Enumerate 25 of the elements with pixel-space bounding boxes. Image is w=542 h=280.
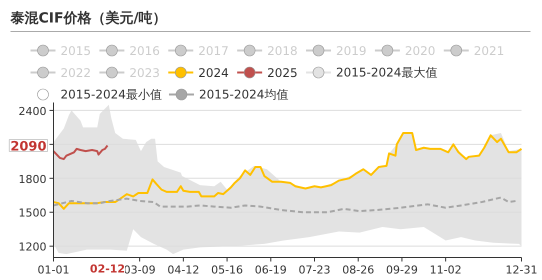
line-series bbox=[52, 196, 518, 214]
x-tick-label: 05-16 bbox=[211, 264, 244, 276]
y-tick-label: 1800 bbox=[18, 172, 47, 186]
x-tick-label: 06-19 bbox=[254, 264, 287, 276]
x-tick-label: 07-23 bbox=[298, 264, 330, 276]
x-tick-label: 12-31 bbox=[506, 264, 538, 276]
legend-label: 2015-2024最大值 bbox=[336, 66, 438, 80]
legend-label: 2015-2024最小值 bbox=[60, 88, 162, 102]
x-tick-label: 04-12 bbox=[167, 264, 200, 276]
x-tick-label: 08-26 bbox=[342, 264, 374, 276]
line-series bbox=[52, 144, 108, 160]
x-tick-label: 03-09 bbox=[124, 264, 156, 276]
text: 02-12 bbox=[90, 262, 126, 276]
legend-label: 2025 bbox=[267, 66, 298, 80]
y-tick-label: 2400 bbox=[18, 104, 47, 118]
legend-label: 2015-2024均值 bbox=[198, 88, 288, 102]
x-tick-label: 01-01 bbox=[38, 264, 70, 276]
x-tick-label: 09-29 bbox=[386, 264, 418, 276]
x-tick-label: 11-02 bbox=[430, 264, 462, 276]
legend-label: 2024 bbox=[198, 66, 229, 80]
line-series bbox=[52, 132, 522, 210]
y-tick-label: 1500 bbox=[18, 206, 47, 220]
y-tick-label: 1200 bbox=[18, 240, 47, 254]
chart-title: 泰混CIF价格（美元/吨） bbox=[10, 10, 167, 26]
text: 2090 bbox=[10, 139, 47, 154]
